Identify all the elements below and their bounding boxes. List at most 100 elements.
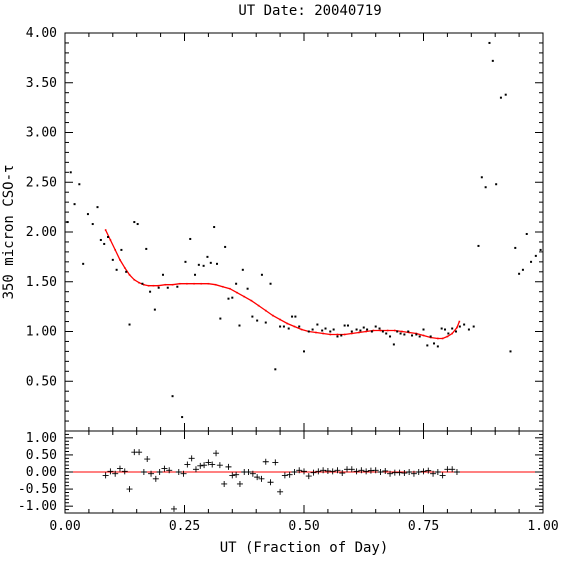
y-tick-label: 2.00 [26, 225, 57, 240]
residual-point [329, 468, 336, 475]
x-tick-label: 0.25 [169, 519, 200, 534]
residual-point [188, 455, 195, 462]
data-point [274, 368, 277, 371]
data-point [504, 93, 507, 96]
data-point [279, 325, 282, 328]
residual-y-tick-label: 0.00 [26, 465, 57, 480]
chart-title: UT Date: 20040719 [238, 3, 381, 19]
data-point [176, 285, 179, 288]
data-point [340, 334, 343, 337]
fit-curve-marker [186, 282, 188, 285]
fit-curve-marker [386, 329, 389, 332]
data-point [403, 333, 406, 336]
residual-point [449, 466, 456, 473]
fit-curve-marker [207, 282, 210, 285]
residual-y-tick-label: -1.00 [18, 499, 57, 514]
fit-curve-marker [143, 283, 145, 286]
fit-curve-marker [147, 284, 150, 287]
data-point [514, 246, 517, 249]
x-tick-label: 0.50 [288, 519, 319, 534]
y-axis-label: 350 micron CSO-τ [1, 165, 17, 300]
fit-curve-marker [441, 337, 444, 340]
residual-point [144, 456, 151, 463]
fit-curve-marker [293, 325, 296, 328]
residual-point [339, 470, 346, 477]
residual-point [161, 465, 168, 472]
data-point [149, 290, 152, 293]
data-point [246, 287, 249, 290]
fit-curve-marker [193, 282, 195, 285]
residual-point [334, 467, 341, 474]
residual-point [184, 461, 191, 468]
residual-point [221, 480, 228, 487]
fit-curve-marker [257, 304, 260, 307]
data-point [374, 325, 377, 328]
fit-curve-marker [236, 291, 238, 294]
data-point [392, 343, 395, 346]
data-point [224, 245, 227, 248]
data-point [491, 59, 494, 62]
data-point [499, 96, 502, 99]
data-point [415, 333, 418, 336]
data-point [145, 247, 148, 250]
data-point [111, 258, 114, 261]
data-point [82, 262, 85, 265]
data-point [467, 328, 470, 331]
residual-point [382, 467, 389, 474]
fit-curve-marker [221, 285, 224, 288]
data-point [298, 325, 301, 328]
residual-y-tick-label: -0.50 [18, 482, 57, 497]
residual-point [205, 459, 212, 466]
residual-point [430, 470, 437, 477]
residual-point [453, 469, 460, 475]
data-point [251, 315, 254, 318]
residual-point [315, 468, 322, 475]
data-point [436, 345, 439, 348]
y-tick-label: 3.50 [26, 76, 57, 91]
residual-point [170, 505, 177, 512]
residual-point [180, 470, 187, 477]
fit-curve-marker [114, 249, 116, 251]
residual-points-layer [102, 449, 460, 512]
residual-y-tick-label: 1.00 [26, 431, 57, 446]
residual-point [107, 468, 114, 475]
data-point [184, 260, 187, 263]
data-point [321, 329, 324, 332]
data-point [238, 324, 241, 327]
data-point [213, 226, 216, 229]
fit-curve-marker [171, 283, 174, 286]
y-tick-label: 2.50 [26, 175, 57, 190]
data-point [366, 328, 369, 331]
residual-point [216, 462, 223, 469]
data-points-layer [66, 41, 542, 419]
residual-point [166, 467, 173, 474]
data-point [291, 315, 294, 318]
residual-point [258, 475, 265, 482]
fit-curve-marker [229, 287, 231, 290]
fit-curve-marker [365, 330, 367, 333]
residual-point [272, 459, 279, 466]
data-point [181, 416, 184, 419]
data-point [447, 332, 450, 335]
data-point [440, 327, 443, 330]
data-point [426, 344, 429, 347]
data-point [418, 335, 421, 338]
data-point [399, 332, 402, 335]
data-point [336, 335, 339, 338]
fit-curve-marker [322, 332, 324, 335]
fit-curve-marker [178, 282, 181, 285]
data-point [202, 264, 205, 267]
residual-point [291, 469, 298, 475]
data-point [141, 282, 144, 285]
data-point [509, 350, 512, 353]
data-point [219, 317, 222, 320]
fit-curve-marker [351, 332, 353, 335]
x-axis-ticks: 0.00 0.25 0.50 0.75 1.00 [49, 431, 559, 534]
data-point [115, 268, 118, 271]
data-point [269, 282, 272, 285]
residual-point [358, 467, 365, 474]
data-point [86, 213, 89, 216]
y-tick-label: 1.00 [26, 325, 57, 340]
data-point [125, 270, 128, 273]
data-point [455, 330, 458, 333]
